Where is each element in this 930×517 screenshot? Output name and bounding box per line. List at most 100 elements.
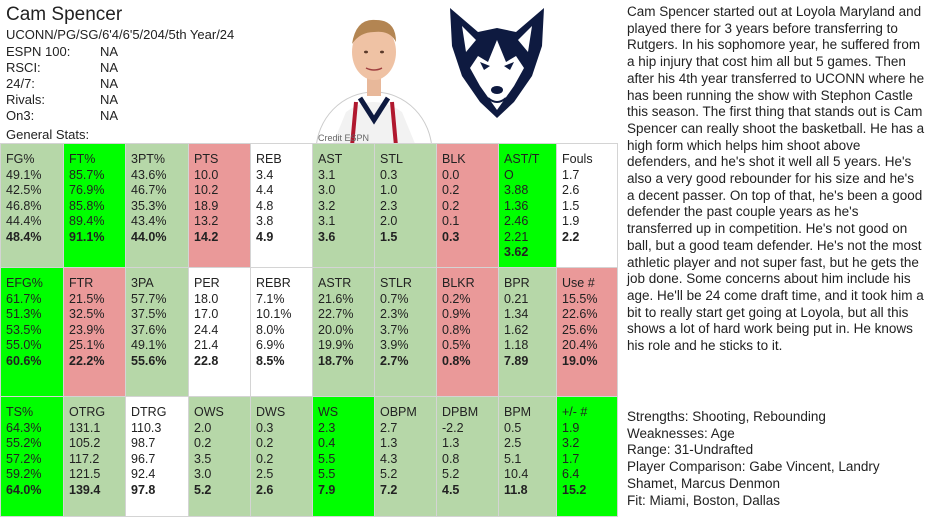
stat-value: 19.0% [562, 353, 598, 368]
stat-value: 2.5 [504, 436, 522, 450]
stat-label: STL [380, 152, 403, 166]
stat-value: 2.3% [380, 307, 409, 321]
stat-cell: FTR 21.5% 32.5% 23.9% 25.1% 22.2% [63, 267, 126, 397]
stat-value: 15.5% [562, 291, 598, 306]
stat-label: +/- # [562, 405, 588, 419]
stat-cell: ASTR 21.6% 22.7% 20.0% 19.9% 18.7% [312, 267, 375, 397]
stat-cell: REB 3.4 4.4 4.8 3.8 4.9 [250, 143, 313, 268]
stat-value: 15.2 [562, 482, 587, 497]
stat-cell: DPBM -2.2 1.3 0.8 5.2 4.5 [436, 396, 499, 517]
stat-value: 17.0 [194, 307, 219, 321]
rankings-list: ESPN 100: NA RSCI: NA 24/7: NA Rivals: NA On3: NA [6, 44, 118, 124]
stat-value: 0.7% [380, 291, 409, 306]
ranking-value: NA [100, 44, 119, 59]
stat-label: BPR [504, 276, 530, 290]
stat-value: 0.2 [256, 451, 274, 466]
stat-value: 37.6% [131, 322, 167, 337]
stat-value: 117.2 [69, 451, 100, 466]
stat-value: 5.5 [318, 467, 336, 481]
ranking-label: ESPN 100: [6, 44, 71, 59]
summary-line: Range: 31-Undrafted [627, 442, 754, 458]
stat-value: 55.2% [6, 436, 42, 450]
stat-value: 3.0 [194, 467, 212, 481]
stat-value: 55.6% [131, 353, 167, 368]
stat-value: 44.0% [131, 229, 167, 244]
stat-label: REBR [256, 276, 291, 290]
stat-value: 7.2 [380, 482, 398, 497]
stat-label: EFG% [6, 276, 43, 290]
stat-value: 53.5% [6, 322, 42, 337]
stat-value: 22.2% [69, 353, 105, 368]
stat-value: 64.3% [6, 420, 42, 435]
stat-value: 10.4 [504, 467, 529, 481]
stat-value: 1.3 [442, 436, 460, 450]
stat-value: 6.4 [562, 467, 580, 481]
stat-value: 97.8 [131, 482, 156, 497]
stat-value: 21.4 [194, 338, 219, 352]
stat-value: 2.2 [562, 229, 580, 244]
stat-value: 85.8% [69, 198, 105, 213]
stat-value: 1.7 [562, 167, 580, 182]
stat-value: 1.36 [504, 198, 529, 213]
stat-value: 121.5 [69, 467, 101, 481]
stat-label: WS [318, 405, 339, 419]
stat-value: 1.5 [380, 229, 398, 244]
stat-value: 131.1 [69, 420, 101, 435]
stat-value: 2.6 [562, 183, 580, 197]
stat-value: 0.2 [442, 198, 460, 213]
stat-value: 1.5 [562, 198, 580, 213]
stat-value: 55.0% [6, 338, 42, 352]
stat-value: 20.4% [562, 338, 598, 352]
stat-value: 49.1% [131, 338, 167, 352]
stat-value: 22.8 [194, 353, 219, 368]
player-description: Cam Spencer started out at Loyola Maryla… [627, 4, 925, 354]
stat-value: 2.21 [504, 229, 529, 244]
general-stats-label: General Stats: [6, 127, 90, 142]
ranking-label: RSCI: [6, 60, 41, 75]
stat-value: 110.3 [131, 420, 162, 435]
stat-label: 3PA [131, 276, 154, 290]
stat-block-row: FG% 49.1% 42.5% 46.8% 44.4% 48.4% FT% 85.7% 76.9… [0, 143, 618, 268]
stat-value: 0.2% [442, 291, 471, 306]
ranking-label: On3: [6, 108, 35, 123]
stat-value: 43.6% [131, 167, 167, 182]
stat-cell: Use #15.5% 22.6% 25.6% 20.4% 19.0% [556, 267, 618, 397]
stat-value: 42.5% [6, 183, 42, 197]
stat-value: 3.9% [380, 338, 409, 352]
stat-value: 37.5% [131, 307, 167, 321]
stat-value: 0.0 [442, 167, 460, 182]
stat-value: 0.8 [442, 451, 460, 466]
stat-value: 44.4% [6, 214, 42, 228]
stat-value: 3.88 [504, 183, 529, 197]
stat-label: DTRG [131, 405, 167, 419]
stat-value: 10.0 [194, 167, 219, 182]
stat-value: 4.4 [256, 183, 274, 197]
stat-block-row: EFG% 61.7% 51.3% 53.5% 55.0% 60.6% FTR 21.5% 32.… [0, 267, 618, 397]
summary-line: Strengths: Shooting, Rebounding [627, 409, 826, 424]
stat-cell: 3PT% 43.6% 46.7% 35.3% 43.4% 44.0% [125, 143, 189, 268]
stat-value: 2.7% [380, 353, 409, 368]
stat-value: 96.7 [131, 451, 156, 466]
stat-value: 0.3 [380, 167, 398, 182]
stat-cell: AST 3.1 3.0 3.2 3.1 3.6 [312, 143, 375, 268]
stat-value: 10.1% [256, 307, 292, 321]
stat-value: 59.2% [6, 467, 42, 481]
stat-value: 3.5 [194, 451, 212, 466]
stat-value: 92.4 [131, 467, 156, 481]
stat-label: DWS [256, 405, 286, 419]
stat-label: TS% [6, 405, 34, 419]
stat-cell: OWS 2.0 0.2 3.5 3.0 5.2 [188, 396, 251, 517]
stat-label: PTS [194, 152, 219, 166]
stat-value: 139.4 [69, 482, 101, 497]
stat-value: 51.3% [6, 307, 42, 321]
player-name: Cam Spencer [6, 4, 123, 25]
stat-value: 35.3% [131, 198, 167, 213]
stat-value: 0.1 [442, 214, 460, 228]
stat-value: 3.1 [318, 214, 336, 228]
stat-value: 46.8% [6, 198, 42, 213]
stat-value: 23.9% [69, 322, 105, 337]
stat-value: 3.2 [562, 436, 580, 450]
stat-label: OTRG [69, 405, 106, 419]
stat-label: BLKR [442, 276, 475, 290]
stat-value: 1.34 [504, 307, 529, 321]
